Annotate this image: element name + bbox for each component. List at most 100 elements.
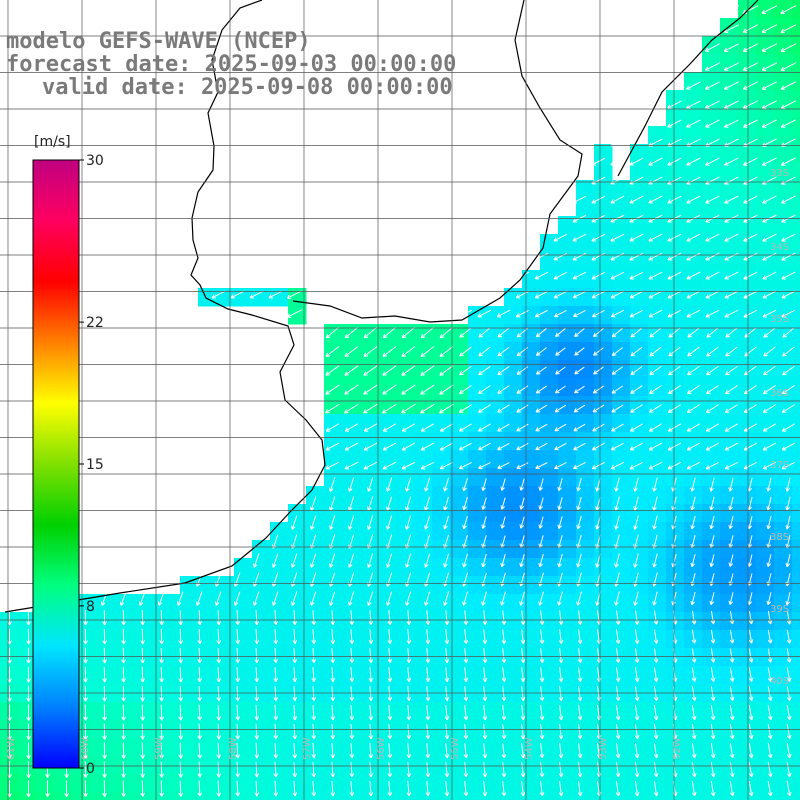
wind-arrow xyxy=(767,686,773,701)
wind-cell xyxy=(720,792,739,800)
wind-arrow xyxy=(254,723,260,740)
wind-arrow xyxy=(709,496,715,511)
wind-cell xyxy=(162,612,181,631)
wind-cell xyxy=(396,414,415,433)
wind-cell xyxy=(738,108,757,127)
wind-arrow xyxy=(591,195,606,204)
wind-cell xyxy=(774,54,793,73)
wind-arrow xyxy=(363,461,378,470)
wind-cell xyxy=(504,468,523,487)
wind-arrow xyxy=(710,648,716,663)
wind-arrow xyxy=(743,271,758,280)
wind-arrow xyxy=(634,705,640,721)
wind-cell xyxy=(684,198,703,217)
wind-cell xyxy=(414,396,433,415)
wind-arrow xyxy=(102,685,107,702)
wind-arrow xyxy=(705,309,720,318)
wind-cell xyxy=(738,540,757,559)
wind-cell xyxy=(738,54,757,73)
wind-arrow xyxy=(462,572,468,587)
wind-cell xyxy=(270,792,289,800)
wind-arrow xyxy=(761,43,778,52)
wind-cell xyxy=(504,702,523,721)
wind-cell xyxy=(720,144,739,163)
wind-cell xyxy=(270,612,289,631)
wind-arrow xyxy=(610,195,625,204)
wind-arrow xyxy=(743,157,758,166)
wind-cell xyxy=(648,180,667,199)
wind-cell xyxy=(594,234,613,253)
wind-cell xyxy=(720,288,739,307)
wind-cell xyxy=(576,414,595,433)
wind-cell xyxy=(756,36,775,55)
wind-arrow xyxy=(668,327,681,338)
wind-cell xyxy=(486,360,505,379)
wind-cell xyxy=(594,450,613,469)
wind-cell xyxy=(144,774,163,793)
wind-arrow xyxy=(705,100,720,109)
wind-cell xyxy=(360,432,379,451)
wind-cell xyxy=(666,666,685,685)
wind-arrow xyxy=(615,610,621,625)
wind-cell xyxy=(432,612,451,631)
wind-cell xyxy=(774,144,793,163)
wind-cell xyxy=(738,468,757,487)
wind-arrow xyxy=(102,761,107,778)
wind-arrow xyxy=(725,346,738,357)
wind-arrow xyxy=(691,667,697,682)
wind-arrow xyxy=(724,404,738,413)
wind-cell xyxy=(342,378,361,397)
wind-arrow xyxy=(520,629,526,645)
wind-arrow xyxy=(577,780,583,797)
wind-arrow xyxy=(729,781,735,797)
wind-arrow xyxy=(102,628,107,645)
wind-cell xyxy=(702,702,721,721)
wind-cell xyxy=(702,648,721,667)
wind-cell xyxy=(90,738,109,757)
wind-cell xyxy=(180,666,199,685)
wind-cell xyxy=(774,450,793,469)
wind-arrow xyxy=(709,592,715,606)
wind-arrow xyxy=(444,780,450,797)
wind-arrow xyxy=(743,252,758,261)
wind-arrow xyxy=(330,780,336,797)
wind-cell xyxy=(288,648,307,667)
wind-cell xyxy=(720,342,739,361)
wind-arrow xyxy=(535,385,548,394)
wind-arrow xyxy=(482,667,488,683)
wind-arrow xyxy=(444,723,450,740)
lon-label: 57W xyxy=(302,737,313,760)
wind-cell xyxy=(792,198,800,217)
wind-arrow xyxy=(329,553,336,568)
wind-cell xyxy=(666,486,685,505)
wind-arrow xyxy=(554,462,567,470)
wind-arrow xyxy=(729,648,735,663)
wind-arrow xyxy=(686,290,701,299)
wind-cell xyxy=(756,0,775,19)
wind-cell xyxy=(486,432,505,451)
wind-cell xyxy=(576,324,595,343)
wind-arrow xyxy=(729,724,735,740)
wind-cell xyxy=(234,792,253,800)
wind-cell xyxy=(252,630,271,649)
wind-cell xyxy=(612,756,631,775)
wind-cell xyxy=(738,594,757,613)
wind-arrow xyxy=(254,686,260,702)
wind-cell xyxy=(360,342,379,361)
wind-cell xyxy=(414,486,433,505)
wind-arrow xyxy=(26,780,31,798)
wind-cell xyxy=(666,504,685,523)
wind-cell xyxy=(162,594,181,613)
wind-arrow xyxy=(500,497,506,510)
wind-cell xyxy=(612,576,631,595)
wind-arrow xyxy=(576,572,582,587)
wind-cell xyxy=(270,594,289,613)
wind-cell xyxy=(396,594,415,613)
wind-arrow xyxy=(539,648,545,664)
wind-cell xyxy=(612,558,631,577)
wind-cell xyxy=(162,738,181,757)
wind-arrow xyxy=(121,723,126,740)
wind-cell xyxy=(612,270,631,289)
wind-cell xyxy=(306,702,325,721)
wind-cell xyxy=(252,756,271,775)
